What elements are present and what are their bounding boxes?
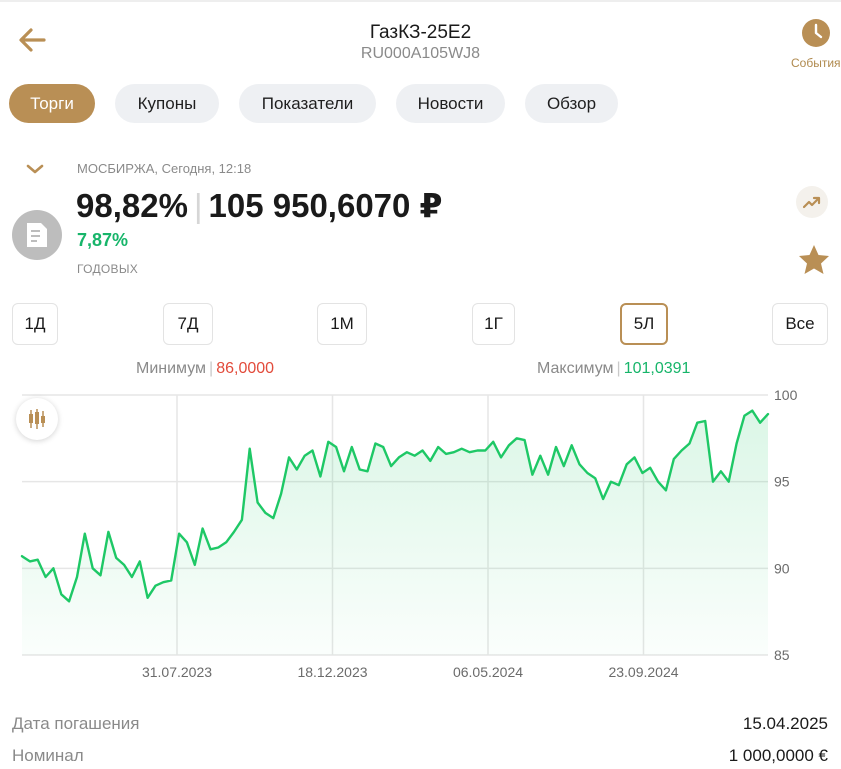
tab-coupons[interactable]: Купоны — [115, 84, 219, 123]
collapse-button[interactable] — [24, 160, 46, 178]
bond-avatar — [12, 210, 62, 260]
yield-label: ГОДОВЫХ — [77, 262, 139, 276]
candlestick-toggle[interactable] — [16, 398, 58, 440]
arrow-left-icon — [19, 28, 46, 52]
favorite-button[interactable] — [797, 243, 831, 277]
top-divider — [0, 0, 841, 2]
candlestick-icon — [29, 409, 45, 429]
max-stat: Максимум | 101,0391 — [537, 360, 690, 378]
tab-indicators[interactable]: Показатели — [239, 84, 376, 123]
document-icon — [27, 223, 47, 247]
max-separator: | — [616, 360, 621, 377]
quote-source: МОСБИРЖА, Сегодня, 12:18 — [77, 161, 252, 176]
bond-isin: RU000A105WJ8 — [360, 45, 481, 62]
events-button[interactable]: События — [786, 18, 841, 74]
period-5y[interactable]: 5Л — [620, 303, 668, 345]
trend-up-icon — [803, 196, 821, 209]
price-chart[interactable]: 85 90 95 100 31.07.2023 18.12.2023 06.05.2024 2… — [0, 380, 841, 690]
period-1d[interactable]: 1Д — [12, 303, 58, 345]
nominal-label: Номинал — [12, 746, 84, 765]
tab-trades[interactable]: Торги — [9, 84, 95, 123]
x-tick-label: 06.05.2024 — [453, 664, 523, 680]
period-1m[interactable]: 1М — [317, 303, 367, 345]
max-label: Максимум — [537, 360, 614, 377]
min-label: Минимум — [136, 360, 207, 377]
maturity-label: Дата погашения — [12, 714, 140, 733]
period-7d[interactable]: 7Д — [163, 303, 213, 345]
tab-news[interactable]: Новости — [396, 84, 505, 123]
y-tick-label: 95 — [774, 474, 790, 490]
x-tick-label: 31.07.2023 — [142, 664, 212, 680]
price-value: 105 950,6070 ₽ — [208, 187, 443, 224]
price-separator: | — [193, 187, 203, 224]
x-tick-label: 18.12.2023 — [297, 664, 367, 680]
star-icon — [799, 245, 829, 274]
price-percent: 98,82% — [76, 187, 188, 224]
back-button[interactable] — [14, 24, 54, 60]
min-value: 86,0000 — [216, 360, 275, 377]
price-row: 98,82% | 105 950,6070 ₽ — [76, 186, 443, 225]
events-label: События — [791, 56, 841, 70]
clock-icon — [802, 19, 830, 47]
period-all[interactable]: Все — [772, 303, 828, 345]
max-value: 101,0391 — [623, 360, 691, 377]
x-tick-label: 23.09.2024 — [608, 664, 678, 680]
y-tick-label: 100 — [774, 387, 798, 403]
y-tick-label: 85 — [774, 647, 790, 663]
price-area — [22, 410, 768, 655]
price-line — [20, 409, 770, 603]
min-stat: Минимум | 86,0000 — [136, 360, 274, 378]
trend-button[interactable] — [796, 186, 828, 218]
min-separator: | — [209, 360, 214, 377]
tab-overview[interactable]: Обзор — [525, 84, 618, 123]
yield-value: 7,87% — [77, 230, 129, 250]
period-1y[interactable]: 1Г — [472, 303, 515, 345]
y-tick-label: 90 — [774, 560, 790, 576]
bond-title: ГазКЗ-25Е2 — [369, 22, 472, 43]
maturity-value: 15.04.2025 — [742, 714, 828, 733]
chevron-down-icon — [26, 164, 44, 174]
nominal-value: 1 000,0000 € — [728, 746, 828, 765]
